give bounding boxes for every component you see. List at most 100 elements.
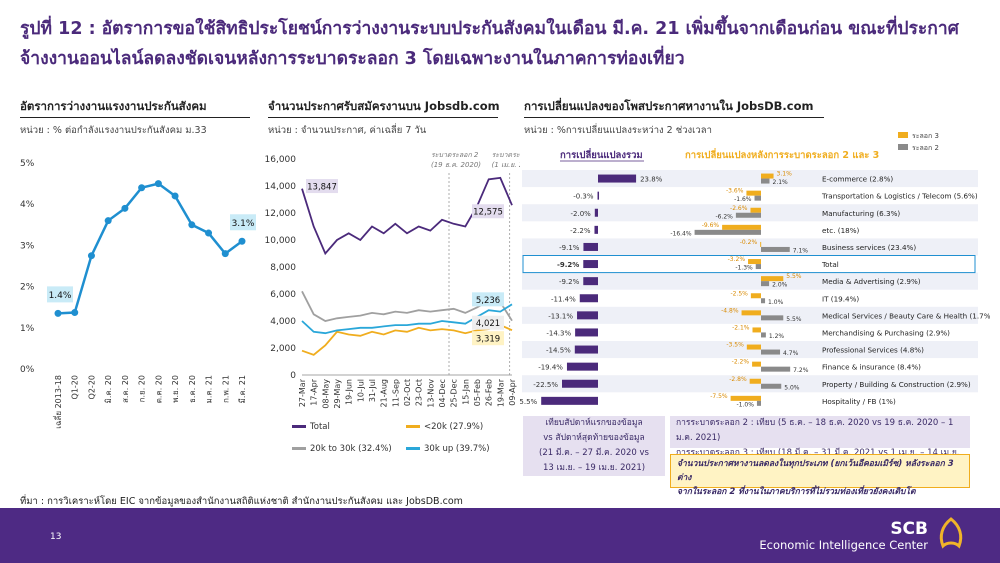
legend-label: ระลอก 3 bbox=[912, 132, 939, 140]
total-label: -0.3% bbox=[573, 193, 594, 201]
x-tick-label: 27-Mar bbox=[298, 378, 307, 407]
category-label: Medical Services / Beauty Care & Health … bbox=[822, 311, 990, 320]
category-label: Total bbox=[821, 260, 839, 269]
chart2-underline bbox=[268, 117, 498, 118]
wave3-label: -2.1% bbox=[732, 324, 750, 331]
y-tick-label: 14,000 bbox=[265, 182, 297, 192]
wave2-bar bbox=[756, 400, 761, 406]
x-tick-label: ต.ค. 20 bbox=[154, 375, 163, 403]
value-label-bg bbox=[306, 179, 338, 194]
data-point bbox=[188, 221, 196, 229]
wave2-bar bbox=[761, 298, 766, 304]
x-tick-label: 29-May bbox=[333, 379, 342, 409]
x-tick-label: ธ.ค. 20 bbox=[188, 375, 197, 403]
wave3-label: -2.2% bbox=[732, 359, 750, 366]
wave3-bar bbox=[722, 224, 761, 230]
legend-30kup: 30k up (39.7%) bbox=[406, 444, 490, 454]
x-tick-label: เฉลี่ย 2013-18 bbox=[52, 375, 63, 429]
category-label: Transportation & Logistics / Telecom (5.… bbox=[821, 192, 978, 201]
legend-label: ระลอก 2 bbox=[912, 144, 939, 152]
wave2-label: -1.0% bbox=[737, 401, 755, 408]
note-left-box: เทียบสัปดาห์แรกของข้อมูล vs สัปดาห์สุดท้า… bbox=[523, 416, 665, 476]
wave2-bar bbox=[754, 195, 761, 201]
row-band bbox=[522, 204, 978, 222]
chart1-title: อัตราการว่างงานแรงงานประกันสังคม bbox=[20, 99, 207, 113]
total-label: -9.2% bbox=[557, 261, 579, 269]
wave3-bar bbox=[750, 293, 761, 299]
value-label: 4,021 bbox=[476, 319, 500, 329]
y-tick-label: 6,000 bbox=[270, 290, 296, 300]
wave2-label: 1.0% bbox=[768, 299, 784, 306]
wave3-bar bbox=[748, 259, 761, 265]
wave3-bar bbox=[760, 241, 762, 247]
category-label: etc. (18%) bbox=[822, 226, 860, 235]
wave2-bar bbox=[761, 366, 791, 372]
wave3-bar bbox=[746, 344, 761, 350]
value-label-bg bbox=[230, 214, 256, 231]
wave3-label: -0.2% bbox=[740, 239, 758, 246]
legend-20k30k: 20k to 30k (32.4%) bbox=[292, 444, 392, 454]
x-tick-label: ม.ค. 21 bbox=[205, 375, 214, 403]
x-tick-label: พ.ย. 20 bbox=[171, 375, 180, 403]
brand-subtitle: Economic Intelligence Center bbox=[759, 538, 928, 552]
wave3-label: -7.5% bbox=[710, 393, 728, 400]
total-bar bbox=[574, 345, 598, 354]
x-tick-label: ก.ย. 20 bbox=[138, 375, 147, 402]
right-header: การเปลี่ยนแปลงหลังการระบาดระลอก 2 และ 3 bbox=[685, 147, 879, 161]
wave3-label: 3.1% bbox=[777, 171, 793, 178]
x-tick-label: 10-Jul bbox=[356, 379, 365, 402]
total-label: -35.5% bbox=[520, 398, 538, 406]
total-bar bbox=[594, 208, 598, 217]
x-tick-label: Q2-20 bbox=[87, 375, 96, 399]
value-label: 1.4% bbox=[49, 291, 72, 301]
total-bar bbox=[594, 225, 598, 234]
x-tick-label: Q1-20 bbox=[71, 375, 80, 399]
wave3-label: -2.8% bbox=[729, 376, 747, 383]
chart3-underline bbox=[524, 117, 824, 118]
legend-swatch bbox=[898, 132, 908, 138]
wave2-label: 7.1% bbox=[793, 247, 809, 254]
x-tick-label: 04-Dec bbox=[438, 379, 447, 408]
wave3-label: -9.6% bbox=[702, 222, 720, 229]
value-label-bg bbox=[472, 315, 504, 330]
data-point bbox=[87, 252, 95, 260]
y-tick-label: 4% bbox=[20, 200, 35, 210]
jobsdb-line-chart: 0 2,000 4,000 6,000 8,000 10,000 12,000 14,000 1… bbox=[265, 151, 521, 409]
x-tick-label: 15-Jan bbox=[461, 379, 470, 405]
total-label: -9.1% bbox=[559, 244, 580, 252]
wave3-label: -2.6% bbox=[730, 205, 748, 212]
total-bar bbox=[583, 242, 598, 251]
wave2-label: 2.0% bbox=[772, 282, 788, 289]
total-bar bbox=[577, 311, 598, 320]
total-label: -14.5% bbox=[546, 347, 571, 355]
x-tick-label: 09-Apr bbox=[508, 378, 517, 405]
row-band bbox=[522, 170, 978, 188]
total-label: -19.4% bbox=[538, 364, 563, 372]
source-note: ที่มา : การวิเคราะห์โดย EIC จากข้อมูลของ… bbox=[20, 496, 463, 507]
total-label: 23.8% bbox=[640, 176, 663, 184]
value-label-bg bbox=[472, 331, 504, 346]
page-title: รูปที่ 12 : อัตราการขอใช้สิทธิประโยชน์กา… bbox=[20, 19, 959, 69]
total-label: -14.3% bbox=[546, 329, 571, 337]
wave3-bar bbox=[752, 361, 761, 367]
legend-swatch bbox=[898, 144, 908, 150]
y-tick-label: 10,000 bbox=[265, 236, 297, 246]
left-header: การเปลี่ยนแปลงรวม bbox=[560, 147, 643, 161]
wave2-bar bbox=[761, 332, 766, 338]
x-tick-label: 31-Jul bbox=[368, 379, 377, 402]
value-label: 3,319 bbox=[476, 335, 500, 345]
page-number: 13 bbox=[50, 532, 62, 542]
x-tick-label: ก.พ. 21 bbox=[221, 375, 230, 403]
wave3-bar bbox=[750, 207, 761, 213]
wave-annotation-date: (19 ธ.ค. 2020) bbox=[431, 161, 481, 169]
category-label: E-commerce (2.8%) bbox=[822, 175, 893, 184]
category-label: IT (19.4%) bbox=[822, 294, 859, 303]
data-point bbox=[238, 237, 246, 245]
brand-name: SCB bbox=[890, 519, 928, 539]
value-label: 12,575 bbox=[473, 208, 503, 218]
wave3-bar bbox=[752, 327, 761, 333]
series-line bbox=[301, 290, 513, 322]
chart2-title: จำนวนประกาศรับสมัครงานบน Jobsdb.com bbox=[268, 99, 500, 113]
x-tick-label: 21-Aug bbox=[380, 379, 389, 408]
x-tick-label: 23-Oct bbox=[415, 379, 424, 406]
